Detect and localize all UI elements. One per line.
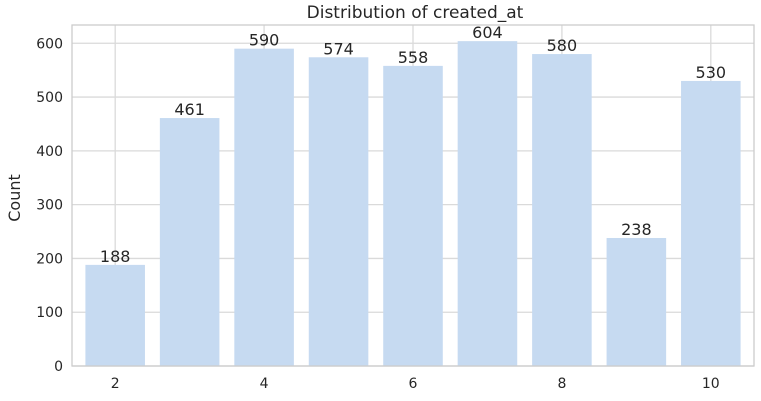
tick-labels: 0 100 200 300 400 500 600 2 4 6 8 10 bbox=[36, 36, 719, 392]
data-labels: 188 461 590 574 558 604 580 238 530 bbox=[100, 23, 726, 266]
axes-frame bbox=[71, 24, 755, 367]
x-tick-label: 4 bbox=[260, 376, 269, 392]
y-tick-label: 0 bbox=[54, 359, 63, 375]
bar bbox=[85, 264, 145, 366]
bar bbox=[532, 54, 592, 367]
bar-value-label: 530 bbox=[696, 63, 727, 82]
x-tick-label: 8 bbox=[557, 376, 566, 392]
bar-value-label: 461 bbox=[174, 100, 205, 119]
y-tick-label: 200 bbox=[36, 251, 63, 267]
bar bbox=[383, 65, 443, 367]
bars bbox=[85, 41, 741, 367]
y-tick-label: 300 bbox=[36, 198, 63, 214]
chart-title: Distribution of created_at bbox=[307, 3, 524, 23]
bar bbox=[308, 57, 369, 366]
y-tick-label: 600 bbox=[36, 36, 63, 52]
bar-value-label: 590 bbox=[249, 31, 280, 50]
x-tick-label: 6 bbox=[409, 376, 418, 392]
y-axis-label: Count bbox=[5, 174, 24, 222]
bar bbox=[606, 237, 667, 366]
bar-value-label: 188 bbox=[100, 247, 131, 266]
bar-value-label: 238 bbox=[621, 220, 652, 239]
bar bbox=[234, 48, 294, 366]
bar-value-label: 574 bbox=[323, 39, 354, 58]
x-tick-label: 10 bbox=[702, 376, 720, 392]
bar-value-label: 558 bbox=[398, 48, 429, 67]
bar bbox=[681, 80, 741, 367]
bar-value-label: 604 bbox=[472, 23, 503, 42]
bar-value-label: 580 bbox=[547, 36, 578, 55]
bar bbox=[159, 118, 220, 367]
y-tick-label: 100 bbox=[36, 305, 63, 321]
x-tick-label: 2 bbox=[111, 376, 120, 392]
bar bbox=[457, 41, 518, 366]
y-tick-label: 500 bbox=[36, 90, 63, 106]
y-tick-label: 400 bbox=[36, 144, 63, 160]
